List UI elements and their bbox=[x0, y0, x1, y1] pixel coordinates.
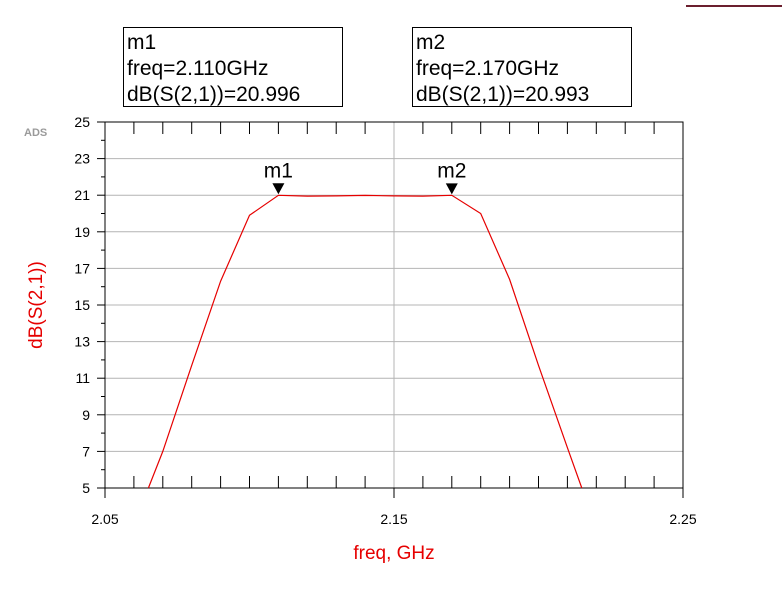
x-tick-label: 2.15 bbox=[380, 511, 407, 527]
marker-m1-label: m1 bbox=[264, 159, 293, 182]
marker-m2-readout[interactable]: m2 freq=2.170GHz dB(S(2,1))=20.993 bbox=[412, 27, 632, 107]
marker-m2-triangle bbox=[445, 183, 458, 195]
y-tick-label: 19 bbox=[74, 224, 90, 240]
axis-ticks bbox=[97, 121, 684, 498]
plot-frame bbox=[104, 121, 684, 489]
series-line-0 bbox=[147, 194, 583, 489]
y-tick-label: 15 bbox=[74, 297, 90, 313]
marker-m2-value: dB(S(2,1))=20.993 bbox=[416, 83, 590, 106]
y-tick-label: 23 bbox=[74, 151, 90, 167]
marker-m1-value: dB(S(2,1))=20.996 bbox=[127, 83, 301, 106]
tick-labels: 5 7 9 11 13 15 17 19 21 23 25 2.05 2.15 2.25 bbox=[74, 114, 696, 527]
marker-m1-name: m1 bbox=[127, 31, 157, 54]
grid bbox=[105, 122, 683, 488]
x-axis-label: freq, GHz bbox=[353, 543, 435, 564]
y-tick-label: 5 bbox=[82, 480, 90, 496]
y-tick-label: 13 bbox=[74, 334, 90, 350]
marker-m1-freq: freq=2.110GHz bbox=[127, 57, 269, 80]
x-tick-label: 2.25 bbox=[669, 511, 696, 527]
y-tick-label: 21 bbox=[74, 187, 90, 203]
y-tick-label: 25 bbox=[74, 114, 90, 130]
corner-line bbox=[686, 5, 782, 7]
series-group bbox=[147, 194, 583, 489]
y-tick-label: 7 bbox=[82, 443, 90, 459]
y-tick-label: 11 bbox=[75, 370, 90, 386]
marker-m2-label: m2 bbox=[437, 159, 466, 182]
marker-m2-name: m2 bbox=[416, 31, 446, 54]
marker-m1-readout[interactable]: m1 freq=2.110GHz dB(S(2,1))=20.996 bbox=[123, 27, 343, 107]
marker-m2-freq: freq=2.170GHz bbox=[416, 57, 560, 80]
ads-watermark: ADS bbox=[24, 127, 48, 139]
x-tick-label: 2.05 bbox=[91, 511, 118, 527]
marker-group: m1 m2 bbox=[264, 159, 466, 195]
marker-m1-triangle bbox=[272, 183, 285, 195]
y-tick-label: 9 bbox=[82, 407, 90, 423]
y-tick-label: 17 bbox=[74, 260, 90, 276]
